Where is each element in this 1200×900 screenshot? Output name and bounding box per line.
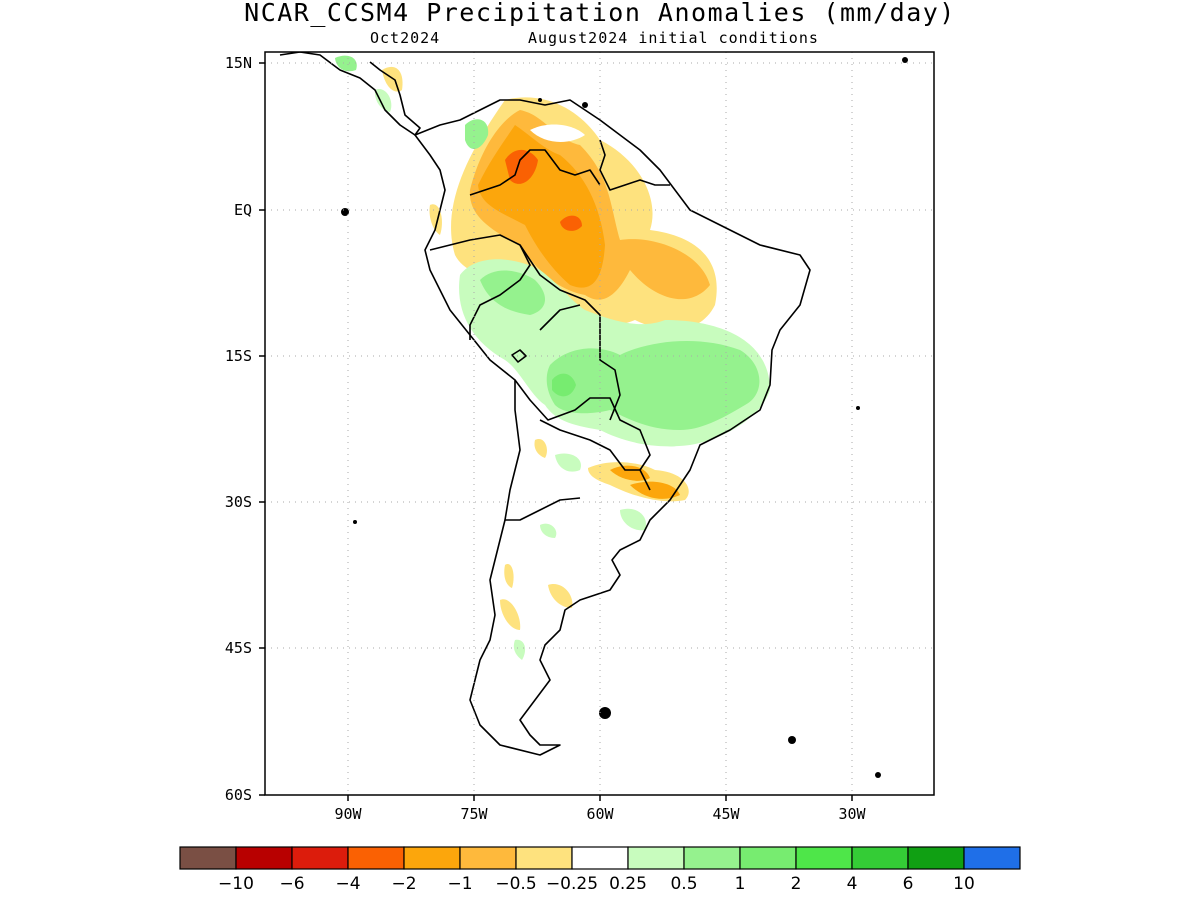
country-border (514, 379, 651, 471)
colorbar-swatch (627, 846, 685, 870)
latitude-labels: 15N EQ 15S 30S 45S 60S (225, 54, 252, 804)
lat-label: 15N (225, 54, 252, 72)
lat-label: 60S (225, 786, 252, 804)
colorbar-swatch (459, 846, 517, 870)
lon-label: 90W (334, 805, 362, 823)
colorbar-label: 1 (735, 874, 746, 894)
anomaly-region (374, 89, 392, 112)
colorbar-swatch (347, 846, 405, 870)
caribbean-island (582, 102, 588, 108)
lat-label: 45S (225, 639, 252, 657)
lon-label: 45W (712, 805, 740, 823)
islands (341, 57, 908, 778)
anomaly-region (560, 215, 582, 231)
colorbar-label: 0.25 (609, 874, 647, 894)
atlantic-island (856, 406, 860, 410)
south-america-coastline (414, 99, 811, 756)
anomaly-region (504, 564, 514, 588)
lat-label: EQ (234, 201, 252, 219)
colorbar-label: 2 (791, 874, 802, 894)
longitude-labels: 90W 75W 60W 45W 30W (334, 805, 866, 823)
colorbar-label: 4 (847, 874, 858, 894)
south-georgia (788, 736, 796, 744)
anomaly-region (534, 439, 547, 458)
country-border (599, 139, 670, 191)
country-border (539, 419, 651, 491)
colorbar-label: −1 (447, 874, 472, 894)
colorbar-swatch (963, 846, 1021, 870)
lon-label: 30W (838, 805, 866, 823)
anomaly-region (630, 481, 680, 499)
colorbar-label: −4 (335, 874, 360, 894)
colorbar-label: 10 (953, 874, 975, 894)
anomaly-region (660, 434, 677, 447)
colorbar-swatch (739, 846, 797, 870)
colorbar-swatch (235, 846, 293, 870)
forecast-month: Oct2024 (370, 29, 441, 47)
country-border (539, 304, 581, 331)
anomaly-region (555, 453, 581, 472)
country-border (519, 244, 621, 421)
pacific-island (353, 520, 357, 524)
colorbar-label: −10 (218, 874, 254, 894)
colorbar-label: 6 (903, 874, 914, 894)
axis-ticks (259, 62, 853, 801)
anomaly-region (480, 270, 546, 315)
colorbar-label: −6 (279, 874, 304, 894)
coastlines (279, 52, 811, 756)
anomaly-region (548, 584, 573, 608)
sandwich-islands (875, 772, 881, 778)
caribbean-island (902, 57, 908, 63)
lake-titicaca (511, 349, 527, 363)
anomaly-region (552, 373, 576, 397)
colorbar-swatch (851, 846, 909, 870)
anomaly-region (540, 523, 557, 538)
anomaly-region (500, 599, 521, 630)
lon-label: 60W (586, 805, 614, 823)
country-border (429, 234, 531, 340)
colorbar-swatch (683, 846, 741, 870)
country-border (505, 497, 581, 521)
caribbean-island (538, 98, 542, 102)
lat-label: 15S (225, 347, 252, 365)
map-title: NCAR_CCSM4 Precipitation Anomalies (mm/d… (244, 0, 956, 27)
colorbar: −10 −6 −4 −2 −1 −0.5 −0.25 0.25 0.5 1 2 4 6 10 (179, 846, 1021, 894)
colorbar-swatch (907, 846, 965, 870)
colorbar-label: 0.5 (670, 874, 697, 894)
colorbar-swatch (571, 846, 629, 870)
colorbar-swatch (515, 846, 573, 870)
country-border (469, 149, 601, 196)
anomaly-region (382, 66, 403, 92)
colorbar-swatch (291, 846, 349, 870)
lat-label: 30S (225, 493, 252, 511)
anomaly-region (335, 55, 357, 72)
anomaly-field (335, 55, 770, 660)
lon-label: 75W (460, 805, 488, 823)
anomaly-region (530, 124, 585, 142)
colorbar-swatch (403, 846, 461, 870)
colorbar-swatch (179, 846, 237, 870)
falkland-islands (599, 707, 611, 719)
initial-conditions: August2024 initial conditions (528, 29, 819, 47)
colorbar-label: −0.25 (546, 874, 598, 894)
anomaly-region (513, 639, 526, 660)
colorbar-label: −2 (391, 874, 416, 894)
anomaly-region (546, 340, 760, 430)
anomaly-region (465, 119, 489, 150)
colorbar-label: −0.5 (495, 874, 536, 894)
central-america-coastline (279, 52, 421, 136)
colorbar-swatch (795, 846, 853, 870)
anomaly-region (620, 508, 646, 531)
